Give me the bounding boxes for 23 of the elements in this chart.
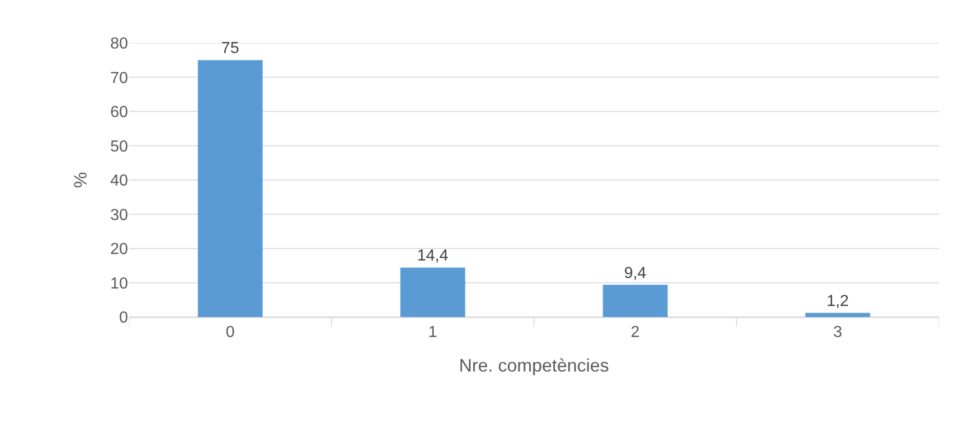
bar: [805, 312, 870, 317]
y-tick-label: 10: [110, 275, 128, 292]
x-tick-label: 2: [630, 324, 640, 342]
y-tick-label: 20: [110, 241, 128, 258]
y-tick-label: 70: [110, 70, 128, 87]
y-tick-label: 0: [119, 310, 128, 327]
y-tick-label: 40: [110, 172, 128, 190]
y-axis-title: %: [70, 172, 90, 188]
bar: [400, 268, 466, 317]
x-tick-label: 0: [226, 324, 235, 342]
data-label: 1,2: [826, 292, 849, 310]
y-tick-label: 60: [110, 104, 128, 122]
x-tick-label: 1: [428, 324, 438, 342]
data-label: 14,4: [417, 248, 448, 265]
bar: [198, 60, 263, 317]
y-tick-label: 50: [110, 138, 128, 156]
y-tick-label: 30: [110, 206, 128, 224]
x-tick-label: 3: [833, 324, 842, 342]
data-label: 9,4: [624, 264, 646, 282]
data-label: 75: [221, 40, 240, 58]
bar: [602, 284, 668, 317]
x-axis-title: Nre. competències: [458, 355, 610, 376]
y-tick-label: 80: [110, 36, 128, 53]
